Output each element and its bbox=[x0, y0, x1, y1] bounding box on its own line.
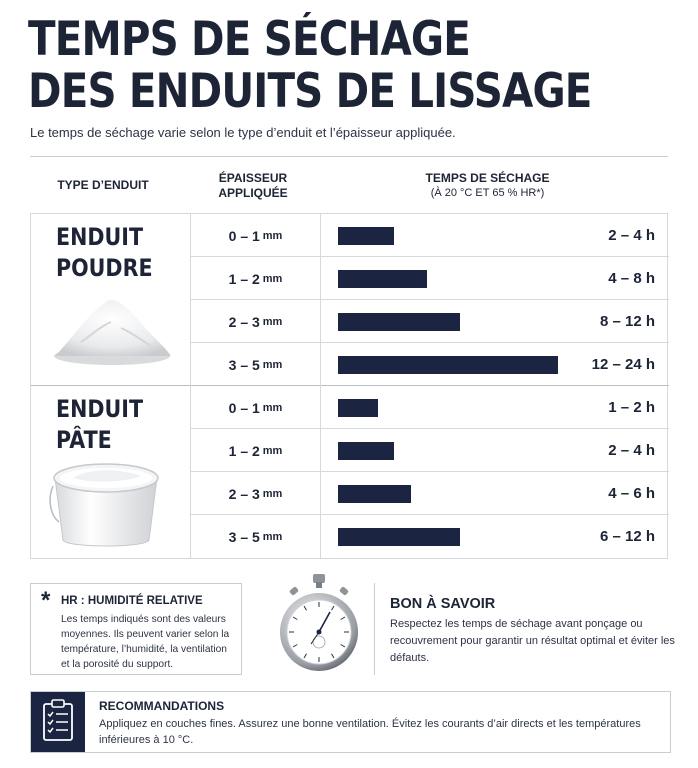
thickness-unit: mm bbox=[262, 487, 283, 500]
thickness-unit: mm bbox=[262, 315, 283, 328]
drying-time-bar bbox=[338, 528, 460, 546]
thickness-unit: mm bbox=[262, 229, 283, 242]
humidity-note-title: HR : HUMIDITÉ RELATIVE bbox=[61, 595, 203, 607]
thickness-cell: 0 – 1 mm bbox=[191, 386, 321, 429]
thickness-value: 2 – 3 bbox=[228, 313, 260, 330]
recommendations-title: RECOMMANDATIONS bbox=[99, 699, 225, 713]
thickness-unit: mm bbox=[262, 530, 283, 543]
table-row: 2 – 3 mm 4 – 6 h bbox=[191, 472, 669, 515]
group-name-line-2: PÂTE bbox=[56, 426, 112, 454]
humidity-note-text: Les temps indiqués sont des valeurs moye… bbox=[61, 614, 230, 670]
recommendations-text: Appliquez en couches fines. Assurez une … bbox=[99, 718, 641, 746]
thickness-cell: 0 – 1 mm bbox=[191, 214, 321, 257]
title-line-1: TEMPS DE SÉCHAGE bbox=[28, 12, 471, 67]
table-row: 1 – 2 mm 4 – 8 h bbox=[191, 257, 669, 300]
thickness-cell: 3 – 5 mm bbox=[191, 515, 321, 558]
paste-bucket-icon bbox=[49, 463, 159, 547]
drying-time-value: 1 – 2 h bbox=[608, 399, 655, 416]
group-enduit-poudre: ENDUIT POUDRE bbox=[31, 214, 191, 386]
drying-time-value: 2 – 4 h bbox=[608, 227, 655, 244]
drying-time-bar bbox=[338, 485, 411, 503]
drying-time-bar bbox=[338, 270, 427, 288]
thickness-value: 3 – 5 bbox=[228, 528, 260, 545]
drying-time-value: 12 – 24 h bbox=[591, 356, 655, 373]
powder-pile-icon bbox=[54, 299, 171, 365]
thickness-unit: mm bbox=[262, 272, 283, 285]
tip-divider bbox=[374, 583, 375, 675]
table-row: 2 – 3 mm 8 – 12 h bbox=[191, 300, 669, 343]
thickness-unit: mm bbox=[262, 358, 283, 371]
thickness-value: 0 – 1 bbox=[228, 399, 260, 416]
page-title: TEMPS DE SÉCHAGE DES ENDUITS DE LISSAGE bbox=[28, 14, 592, 118]
drying-time-table: ENDUIT POUDRE 0 – 1 mm 2 – 4 h bbox=[30, 213, 669, 559]
drying-time-value: 2 – 4 h bbox=[608, 442, 655, 459]
group-name-line-1: ENDUIT bbox=[56, 395, 144, 423]
thickness-cell: 1 – 2 mm bbox=[191, 257, 321, 300]
page-subtitle: Le temps de séchage varie selon le type … bbox=[30, 125, 456, 140]
drying-time-value: 4 – 6 h bbox=[608, 485, 655, 502]
drying-time-bar bbox=[338, 442, 394, 460]
drying-time-bar bbox=[338, 313, 460, 331]
thickness-unit: mm bbox=[262, 401, 283, 414]
column-header-type: TYPE D’ENDUIT bbox=[57, 178, 149, 192]
drying-time-value: 6 – 12 h bbox=[599, 528, 655, 545]
header-divider bbox=[30, 156, 668, 157]
humidity-note-box: * HR : HUMIDITÉ RELATIVE Les temps indiq… bbox=[30, 583, 242, 675]
table-row: 3 – 5 mm 12 – 24 h bbox=[191, 343, 669, 386]
title-line-2: DES ENDUITS DE LISSAGE bbox=[28, 64, 592, 119]
column-header-thickness-line-1: ÉPAISSEUR bbox=[218, 171, 288, 185]
thickness-cell: 3 – 5 mm bbox=[191, 343, 321, 386]
drying-time-bar bbox=[338, 356, 558, 374]
drying-time-value: 4 – 8 h bbox=[608, 270, 655, 287]
stopwatch-icon bbox=[280, 574, 358, 671]
thickness-cell: 1 – 2 mm bbox=[191, 429, 321, 472]
thickness-value: 2 – 3 bbox=[228, 485, 260, 502]
group-name-line-1: ENDUIT bbox=[56, 223, 144, 251]
thickness-cell: 2 – 3 mm bbox=[191, 472, 321, 515]
drying-time-bar bbox=[338, 227, 394, 245]
recommendations-box: RECOMMANDATIONS Appliquez en couches fin… bbox=[30, 691, 671, 753]
group-name: ENDUIT PÂTE bbox=[56, 394, 143, 456]
column-header-time: TEMPS DE SÉCHAGE (À 20 °C ET 65 % HR*) bbox=[380, 171, 595, 201]
table-row: 1 – 2 mm 2 – 4 h bbox=[191, 429, 669, 472]
thickness-value: 3 – 5 bbox=[228, 356, 260, 373]
thickness-unit: mm bbox=[262, 444, 283, 457]
drying-time-value: 8 – 12 h bbox=[599, 313, 655, 330]
tip-title: BON À SAVOIR bbox=[390, 596, 496, 612]
group-name-line-2: POUDRE bbox=[56, 254, 153, 282]
group-enduit-pate: ENDUIT PÂTE bbox=[31, 386, 191, 558]
column-header-thickness: ÉPAISSEUR APPLIQUÉE bbox=[203, 171, 303, 201]
column-header-time-title: TEMPS DE SÉCHAGE bbox=[425, 171, 550, 185]
asterisk-icon: * bbox=[41, 587, 51, 614]
group-name: ENDUIT POUDRE bbox=[56, 222, 153, 284]
tip-text: Respectez les temps de séchage avant pon… bbox=[390, 618, 675, 664]
drying-time-bar bbox=[338, 399, 378, 417]
thickness-value: 1 – 2 bbox=[228, 442, 260, 459]
clipboard-checklist-icon bbox=[31, 692, 85, 752]
thickness-value: 0 – 1 bbox=[228, 227, 260, 244]
table-row: 3 – 5 mm 6 – 12 h bbox=[191, 515, 669, 558]
thickness-cell: 2 – 3 mm bbox=[191, 300, 321, 343]
table-row: 0 – 1 mm 1 – 2 h bbox=[191, 386, 669, 429]
column-header-thickness-line-2: APPLIQUÉE bbox=[218, 186, 288, 200]
table-row: 0 – 1 mm 2 – 4 h bbox=[191, 214, 669, 257]
thickness-value: 1 – 2 bbox=[228, 270, 260, 287]
column-header-time-condition: (À 20 °C ET 65 % HR*) bbox=[430, 187, 545, 199]
